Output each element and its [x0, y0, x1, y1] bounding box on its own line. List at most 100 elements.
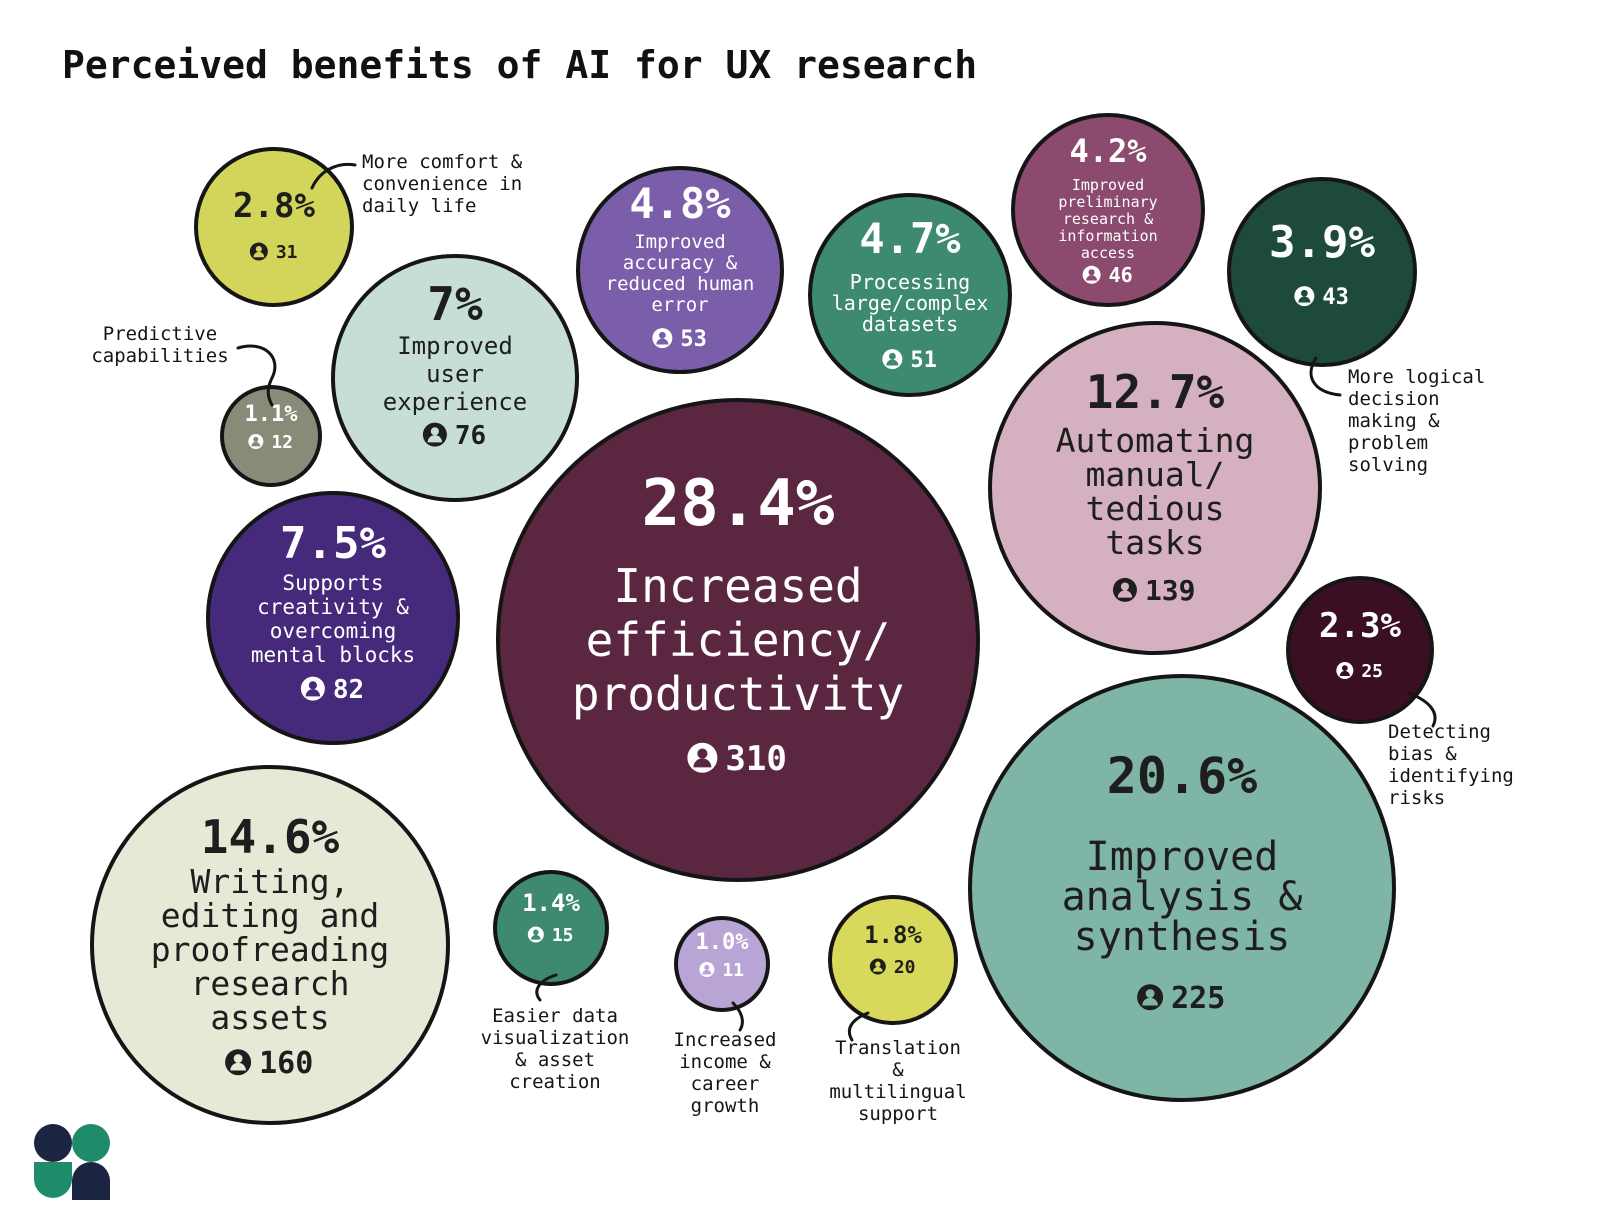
annotation-label: Detecting bias & identifying risks	[1388, 721, 1514, 809]
bubble-count: 12	[271, 432, 293, 453]
leader-line	[310, 162, 357, 190]
user-icon	[300, 676, 325, 701]
bubble-circle	[496, 398, 980, 882]
bubble-percent: 2.8%	[233, 186, 315, 226]
annotation-label: More logical decision making & problem solvi…	[1348, 366, 1485, 476]
bubble-count: 53	[680, 327, 707, 352]
leader-line	[1309, 356, 1342, 397]
bubble-percent: 1.4%	[522, 889, 580, 917]
bubble-easier-data-visualization-asset-creation: 1.4% 15 Easier data visualization & asset cre…	[481, 870, 630, 1093]
bubble-label: Increased efficiency/productivity	[572, 559, 904, 721]
leader-line	[1406, 691, 1437, 728]
bubble-label: Automating manual/tedious tasks	[1056, 421, 1255, 562]
annotation-label: Easier data visualization & asset creation	[481, 1005, 630, 1093]
bubble-count: 15	[552, 925, 574, 946]
user-icon	[248, 434, 264, 450]
bubble-more-comfort-convenience-in-daily-life: 2.8% 31 More comfort & convenience in daily …	[194, 147, 523, 307]
leader-line	[535, 973, 558, 1002]
bubble-circle	[576, 166, 784, 374]
user-icon	[869, 958, 886, 975]
user-icon	[1294, 286, 1315, 307]
bubble-count: 11	[722, 960, 744, 981]
chart-title: Perceived benefits of AI for UX research	[62, 43, 977, 87]
brand-logo	[34, 1124, 110, 1200]
bubble-label: Improved analysis & synthesis	[1062, 834, 1303, 960]
bubble-processing-large-complex-datasets: 4.7% Processing large/complex datasets 51	[808, 193, 1012, 397]
bubble-circle	[1011, 113, 1205, 307]
bubble-count: 46	[1109, 263, 1133, 287]
bubble-circle	[90, 765, 450, 1125]
bubble-percent: 2.3%	[1319, 606, 1401, 646]
bubble-percent: 20.6%	[1107, 747, 1258, 805]
bubble-writing-editing-and-proofreading-research-assets: 14.6%Writing, editing and proofreading rese…	[90, 765, 450, 1125]
user-icon	[249, 242, 268, 261]
bubble-circle	[808, 193, 1012, 397]
bubble-label: Improved preliminary research & information…	[1058, 176, 1157, 262]
bubble-automating-manual-tedious-tasks: 12.7%Automating manual/tedious tasks 139	[988, 321, 1322, 655]
user-icon	[422, 422, 447, 447]
bubble-more-logical-decision-making-problem-solving: 3.9% 43 More logical decision making & proble…	[1227, 177, 1485, 476]
bubble-circle	[206, 491, 460, 745]
bubble-count: 225	[1171, 981, 1225, 1016]
bubble-label: Writing, editing and proofreading research a…	[151, 862, 389, 1037]
bubble-count: 20	[894, 957, 916, 978]
bubble-percent: 4.7%	[859, 214, 960, 263]
bubble-count: 25	[1361, 661, 1383, 682]
annotation-label: More comfort & convenience in daily life	[362, 151, 523, 217]
user-icon	[225, 1049, 252, 1076]
bubble-improved-user-experience: 7%Improved user experience 76	[331, 254, 579, 502]
bubble-supports-creativity-overcoming-mental-blocks: 7.5%Supports creativity & overcoming mental…	[206, 491, 460, 745]
bubble-circle	[674, 916, 770, 1012]
annotation-label: Predictive capabilities	[91, 323, 228, 367]
bubble-improved-accuracy-reduced-human-error: 4.8%Improved accuracy & reduced human error…	[576, 166, 784, 374]
bubble-increased-income-career-growth: 1.0% 11 Increased income & career growth	[674, 916, 777, 1117]
bubble-count: 310	[725, 739, 786, 779]
bubble-percent: 3.9%	[1269, 217, 1375, 268]
bubble-label: Improved accuracy & reduced human error	[606, 231, 755, 316]
bubble-percent: 28.4%	[642, 467, 835, 541]
bubble-increased-efficiency-productivity: 28.4% Increased efficiency/productivity 310	[496, 398, 980, 882]
user-icon	[1082, 265, 1101, 284]
leader-line	[847, 1011, 870, 1042]
bubble-circle	[1286, 576, 1434, 724]
bubble-percent: 7.5%	[280, 518, 386, 569]
bubble-count: 139	[1145, 574, 1196, 607]
bubble-circle	[1227, 177, 1417, 367]
bubble-percent: 1.8%	[864, 921, 922, 949]
bubble-percent: 12.7%	[1086, 365, 1225, 419]
bubble-label: Improved user experience	[383, 332, 528, 416]
user-icon	[652, 328, 673, 349]
annotation-label: Increased income & career growth	[674, 1029, 777, 1117]
bubble-count: 51	[910, 348, 937, 373]
bubble-percent: 4.2%	[1069, 132, 1147, 170]
bubble-translation-multilingual-support: 1.8% 20 Translation & multilingual support	[828, 895, 967, 1125]
annotation-label: Translation & multilingual support	[829, 1037, 966, 1125]
bubble-percent: 1.0%	[696, 930, 750, 955]
bubble-label: Processing large/complex datasets	[832, 270, 989, 336]
bubble-circle	[828, 895, 958, 1025]
bubble-count: 43	[1322, 285, 1349, 310]
bubble-circle	[331, 254, 579, 502]
user-icon	[1336, 662, 1354, 680]
bubble-percent: 14.6%	[201, 810, 340, 864]
bubble-label: Supports creativity & overcoming mental blo…	[251, 571, 415, 667]
user-icon	[699, 962, 715, 978]
bubble-count: 160	[259, 1046, 313, 1081]
leader-line	[236, 344, 277, 407]
user-icon	[687, 742, 718, 773]
bubble-improved-analysis-synthesis: 20.6% Improved analysis & synthesis 225	[968, 674, 1396, 1102]
bubble-count: 76	[455, 421, 486, 451]
bubble-detecting-bias-identifying-risks: 2.3% 25 Detecting bias & identifying risks	[1286, 576, 1514, 809]
bubble-percent: 4.8%	[629, 179, 730, 228]
user-icon	[527, 926, 544, 943]
user-icon	[1112, 577, 1137, 602]
bubble-circle	[220, 385, 322, 487]
bubble-circle	[194, 147, 354, 307]
bubble-circle	[988, 321, 1322, 655]
bubble-circle	[968, 674, 1396, 1102]
user-icon	[1137, 984, 1164, 1011]
bubble-count: 82	[333, 675, 364, 705]
bubble-percent: 7%	[427, 277, 483, 331]
